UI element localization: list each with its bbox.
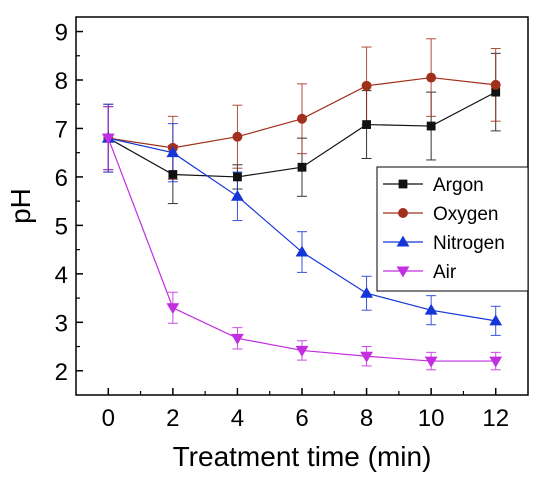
air-marker xyxy=(424,356,438,368)
argon-marker xyxy=(491,87,501,97)
y-tick-label: 9 xyxy=(55,20,68,47)
legend-label: Argon xyxy=(433,175,484,196)
legend: Argon Oxygen Nitrogen Air xyxy=(376,166,529,292)
x-tick-label: 4 xyxy=(231,405,244,432)
nitrogen-marker xyxy=(166,146,180,158)
x-tick-label: 10 xyxy=(418,405,445,432)
axis-ticks xyxy=(76,30,497,395)
oxygen-marker xyxy=(232,131,243,142)
y-tick-label: 5 xyxy=(55,213,68,240)
oxygen-marker xyxy=(490,79,501,90)
x-tick-label: 12 xyxy=(482,405,509,432)
air-marker xyxy=(231,333,244,345)
legend-entry-air: Air xyxy=(383,262,457,283)
legend-air-marker xyxy=(396,266,410,278)
legend-label: Oxygen xyxy=(433,204,498,225)
air-marker xyxy=(101,133,115,145)
x-tick-label: 2 xyxy=(166,405,179,432)
argon-marker xyxy=(168,170,178,179)
air-marker xyxy=(295,345,309,357)
nitrogen-marker xyxy=(231,189,244,201)
y-tick-labels: 2 3 4 5 6 7 8 9 xyxy=(55,20,68,386)
air-marker xyxy=(166,303,180,315)
legend-label: Air xyxy=(433,262,457,283)
legend-entry-nitrogen: Nitrogen xyxy=(383,233,505,254)
x-tick-label: 8 xyxy=(360,405,373,432)
y-tick-label: 2 xyxy=(55,359,68,386)
y-tick-label: 6 xyxy=(55,165,68,192)
nitrogen-marker xyxy=(360,286,373,298)
air-marker xyxy=(360,351,373,363)
x-tick-label: 0 xyxy=(102,405,115,432)
legend-entry-oxygen: Oxygen xyxy=(383,204,498,225)
legend-oxygen-marker xyxy=(398,208,408,218)
oxygen-marker xyxy=(361,80,372,91)
argon-marker xyxy=(233,172,242,182)
legend-entry-argon: Argon xyxy=(383,175,484,196)
y-tick-label: 3 xyxy=(55,310,68,337)
y-tick-label: 7 xyxy=(55,116,68,143)
oxygen-marker xyxy=(297,113,307,124)
argon-marker xyxy=(362,120,371,129)
legend-nitrogen-marker xyxy=(396,235,410,247)
series-markers xyxy=(101,72,503,368)
argon-marker xyxy=(297,162,307,172)
x-tick-labels: 0 2 4 6 8 10 12 xyxy=(102,405,509,432)
nitrogen-marker xyxy=(295,245,309,257)
legend-label: Nitrogen xyxy=(433,233,505,254)
x-axis-title: Treatment time (min) xyxy=(173,441,432,472)
argon-marker xyxy=(426,121,436,131)
legend-argon-marker xyxy=(398,179,408,189)
x-tick-label: 6 xyxy=(295,405,308,432)
y-tick-label: 8 xyxy=(55,68,68,95)
y-axis-title: pH xyxy=(5,188,36,224)
y-tick-label: 4 xyxy=(55,262,68,289)
oxygen-marker xyxy=(426,72,437,83)
air-marker xyxy=(489,356,503,368)
nitrogen-marker xyxy=(424,303,438,315)
nitrogen-marker xyxy=(489,314,503,326)
